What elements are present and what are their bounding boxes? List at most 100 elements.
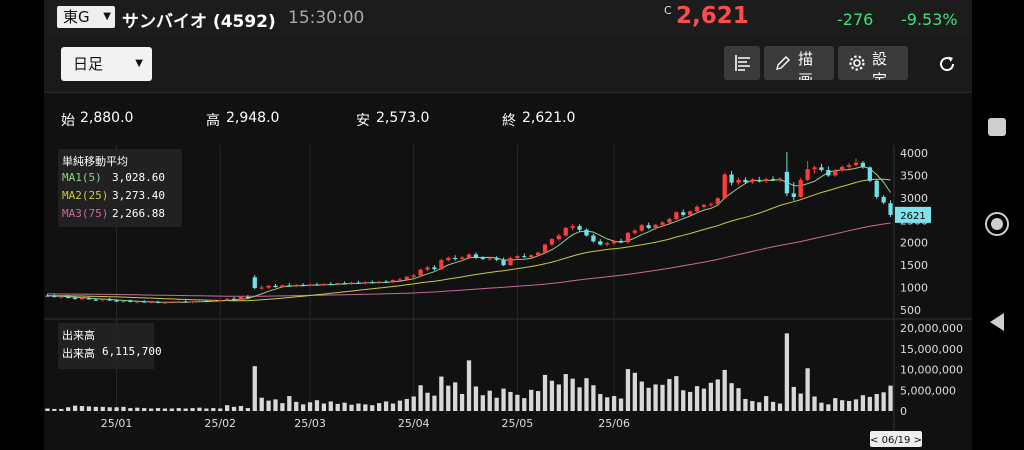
volume-bar (383, 401, 389, 411)
candle-body (183, 301, 188, 303)
candle-body (694, 206, 700, 212)
volume-bar (266, 400, 271, 411)
recent-apps-button[interactable] (988, 118, 1006, 136)
candle-body (231, 298, 237, 300)
ma2-label: MA2(25) (62, 189, 109, 202)
candle-body (404, 276, 409, 280)
candle-body (93, 299, 98, 301)
volume-bar (418, 385, 423, 411)
candle-body (701, 205, 707, 207)
candle-body (494, 258, 499, 260)
candle-body (466, 254, 472, 258)
volume-bar (197, 407, 202, 411)
candle-body (280, 285, 285, 288)
candle-body (674, 212, 679, 219)
candle-body (487, 258, 492, 260)
volume-bar (155, 408, 161, 411)
candle-body (535, 252, 541, 256)
cursor-date-tag (870, 431, 922, 447)
volume-bar (314, 400, 320, 411)
volume-bar (397, 400, 403, 411)
candle-body (148, 301, 154, 303)
volume-bar (874, 393, 879, 411)
volume-bar (625, 369, 631, 411)
refresh-icon[interactable] (936, 53, 958, 75)
volume-bar (218, 408, 223, 411)
volume-bar (826, 404, 831, 411)
volume-bar (660, 384, 665, 411)
volume-bar (632, 372, 637, 411)
volume-bar (86, 406, 92, 411)
candle-body (577, 226, 582, 230)
x-tick-label: 25/01 (101, 417, 133, 430)
volume-bar (819, 402, 824, 411)
volume-legend: 出来高 出来高 6,115,700 (58, 323, 162, 369)
back-button[interactable] (988, 312, 1006, 332)
volume-bar (335, 403, 340, 411)
volume-bar (764, 396, 769, 411)
candle-body (321, 283, 327, 285)
volume-bar (280, 403, 285, 411)
volume-bar (321, 403, 327, 411)
high-label: 高 (206, 113, 220, 129)
volume-bar (708, 382, 714, 411)
candle-body (100, 299, 105, 301)
volume-bar (750, 401, 755, 411)
volume-bar (591, 385, 596, 411)
volume-label: 出来高 (62, 347, 95, 360)
volume-bar (169, 408, 174, 411)
settings-button[interactable]: 設定 (838, 46, 908, 80)
volume-bar (466, 360, 472, 411)
candle-body (370, 282, 375, 284)
draw-button[interactable]: 描画 (764, 46, 834, 80)
volume-bar (598, 393, 603, 411)
candle-body (211, 300, 216, 302)
candle-body (238, 296, 244, 300)
volume-bar (715, 379, 720, 411)
price-tick-label: 3500 (900, 169, 928, 182)
price-tick-label: 1000 (900, 282, 928, 295)
candle-body (791, 193, 796, 197)
volume-bar (439, 376, 444, 411)
home-button[interactable] (985, 212, 1009, 236)
volume-bar (736, 388, 741, 411)
volume-bar (770, 401, 776, 411)
volume-bar (549, 380, 555, 411)
candle-body (411, 275, 416, 277)
candle-body (556, 235, 561, 240)
candle-body (874, 180, 879, 197)
indicator-list-button[interactable] (724, 46, 760, 80)
x-tick-label: 25/02 (204, 417, 236, 430)
candle-body (363, 282, 368, 284)
period-select[interactable]: 日足 ▼ (61, 47, 152, 81)
volume-bar (722, 369, 727, 411)
volume-bar (846, 401, 852, 411)
volume-bar (563, 374, 568, 411)
volume-bar (287, 396, 292, 411)
candle-body (59, 296, 64, 298)
candle-body (245, 296, 251, 298)
candle-body (625, 232, 631, 243)
candle-body (224, 298, 230, 301)
candle-body (128, 301, 133, 303)
volume-tick-label: 10,000,000 (900, 364, 963, 377)
volume-bar (52, 408, 57, 411)
candle-body (667, 218, 672, 223)
volume-bar (349, 404, 354, 411)
price-chart[interactable]: 25/01 25/02 25/03 25/04 25/05 25/06 4000 3500 30… (44, 145, 972, 450)
system-nav-bar (972, 0, 1024, 450)
candle-body (301, 284, 306, 286)
candle-body (764, 179, 769, 181)
price-type-marker: C (664, 4, 672, 17)
gear-icon (849, 55, 865, 71)
volume-bar (446, 385, 451, 411)
exchange-selector[interactable]: 東G ▼ (57, 6, 115, 28)
volume-bar (674, 376, 679, 411)
volume-bar (888, 385, 893, 411)
candle-body (218, 300, 223, 302)
volume-bar (681, 390, 686, 411)
candle-body (757, 179, 762, 181)
volume-bar (72, 405, 78, 411)
candle-body (618, 240, 624, 243)
chart-background (44, 145, 972, 450)
